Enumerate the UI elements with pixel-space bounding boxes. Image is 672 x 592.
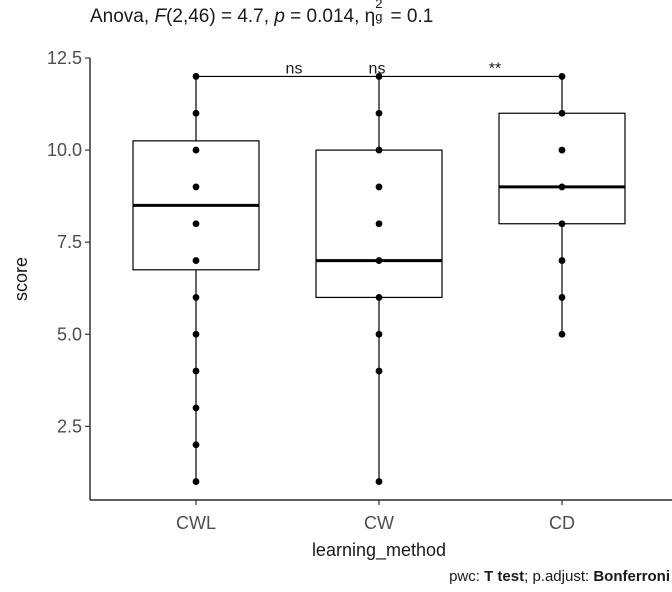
y-axis-title: score — [11, 257, 31, 301]
title-p-symbol: p — [274, 6, 285, 27]
title-prefix: Anova, — [90, 6, 155, 27]
data-point — [375, 183, 383, 191]
data-point — [192, 257, 200, 264]
data-point — [192, 183, 200, 191]
box-iqr — [498, 112, 626, 225]
title-stat-symbol: F — [154, 6, 167, 27]
data-point — [558, 146, 566, 154]
y-tick-label: 12.5 — [47, 48, 82, 68]
significance-label: ns — [369, 60, 386, 77]
data-point — [375, 478, 383, 485]
data-point — [558, 109, 566, 117]
data-point — [192, 109, 200, 117]
data-point — [192, 441, 200, 449]
data-point — [192, 404, 200, 412]
data-point — [375, 367, 383, 375]
title-effect-sup: 2 — [375, 0, 383, 11]
data-point — [375, 294, 383, 301]
x-tick-label: CW — [364, 513, 394, 533]
data-point — [192, 367, 200, 375]
data-point — [192, 294, 200, 301]
x-tick-label: CWL — [176, 513, 216, 533]
data-point — [375, 146, 383, 154]
data-point — [375, 257, 383, 264]
chart-caption: pwc: T test; p.adjust: Bonferroni — [449, 568, 670, 585]
y-tick-label: 2.5 — [57, 416, 82, 436]
title-effect-sub: g — [375, 9, 383, 24]
data-point — [558, 257, 566, 264]
data-point — [558, 330, 566, 338]
data-point — [192, 478, 200, 485]
x-axis-title: learning_method — [312, 540, 446, 561]
data-point — [558, 220, 566, 228]
y-tick-label: 7.5 — [57, 232, 82, 252]
caption-middle: ; p.adjust: — [524, 568, 594, 585]
caption-prefix: pwc: — [449, 568, 485, 585]
significance-label: ** — [489, 60, 501, 77]
data-point — [375, 220, 383, 228]
data-point — [375, 109, 383, 117]
x-tick-label: CD — [549, 513, 575, 533]
title-stat-args: (2,46) = 4.7, — [166, 6, 275, 27]
data-point — [558, 294, 566, 301]
y-tick-label: 10.0 — [47, 140, 82, 160]
title-p-value: = 0.014, — [284, 6, 365, 27]
caption-test: T test — [484, 568, 525, 585]
data-point — [558, 183, 566, 191]
title-effect-value: = 0.1 — [385, 6, 434, 27]
data-point — [192, 220, 200, 228]
caption-method: Bonferroni — [593, 568, 670, 585]
data-point — [192, 330, 200, 338]
title-effect-symbol: η — [364, 6, 376, 27]
data-point — [375, 330, 383, 338]
data-point — [192, 146, 200, 154]
significance-label: ns — [286, 60, 303, 77]
y-tick-label: 5.0 — [57, 324, 82, 344]
